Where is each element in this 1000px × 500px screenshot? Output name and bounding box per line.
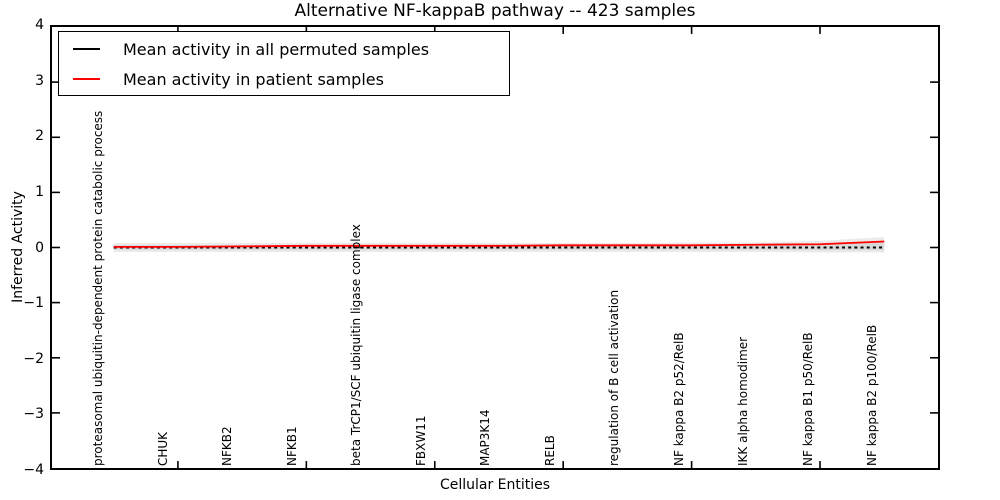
legend-line-sample [73, 48, 100, 50]
plot-area [50, 25, 940, 470]
y-tick-label: −3 [23, 406, 44, 423]
legend-row: Mean activity in all permuted samples [59, 34, 509, 64]
y-tick-label: −4 [23, 462, 44, 478]
legend: Mean activity in all permuted samples Mea… [58, 31, 510, 96]
y-tick-label: −1 [23, 295, 44, 312]
y-tick-label: −2 [23, 350, 44, 367]
y-tick-label: 3 [35, 72, 44, 89]
y-tick-label: 4 [35, 17, 44, 33]
x-tick-label: CHUK [155, 431, 170, 466]
x-tick-label: proteasomal ubiquitin-dependent protein … [91, 110, 105, 466]
y-tick-label: 0 [35, 239, 44, 256]
x-tick-label: NFKB2 [220, 426, 234, 466]
x-tick-label: NF kappa B2 p100/RelB [865, 324, 879, 466]
x-tick-label: IKK alpha homodimer [736, 336, 750, 466]
y-tick-label: 2 [35, 128, 44, 145]
x-tick-label: NF kappa B2 p52/RelB [671, 332, 686, 466]
x-tick-label: NF kappa B1 p50/RelB [800, 332, 815, 466]
x-tick-label: beta TrCP1/SCF ubiquitin ligase complex [349, 224, 363, 466]
x-tick-label: NFKB1 [284, 426, 299, 466]
x-axis-label: Cellular Entities [439, 477, 551, 493]
x-tick-label: FBXW11 [413, 415, 428, 467]
plot-canvas [52, 27, 938, 468]
x-tick-label: RELB [542, 435, 557, 466]
x-tick-label: regulation of B cell activation [607, 289, 621, 466]
legend-label: Mean activity in patient samples [123, 69, 384, 89]
chart-title: Alternative NF-kappaB pathway -- 423 sam… [294, 1, 696, 21]
x-tick-label: MAP3K14 [478, 409, 492, 466]
legend-label: Mean activity in all permuted samples [123, 39, 430, 59]
legend-row: Mean activity in patient samples [59, 64, 509, 94]
y-tick-label: 1 [35, 183, 44, 200]
patient-mean-line [113, 240, 885, 248]
legend-line-sample [73, 78, 100, 80]
legend-items: Mean activity in all permuted samples Mea… [59, 34, 509, 94]
